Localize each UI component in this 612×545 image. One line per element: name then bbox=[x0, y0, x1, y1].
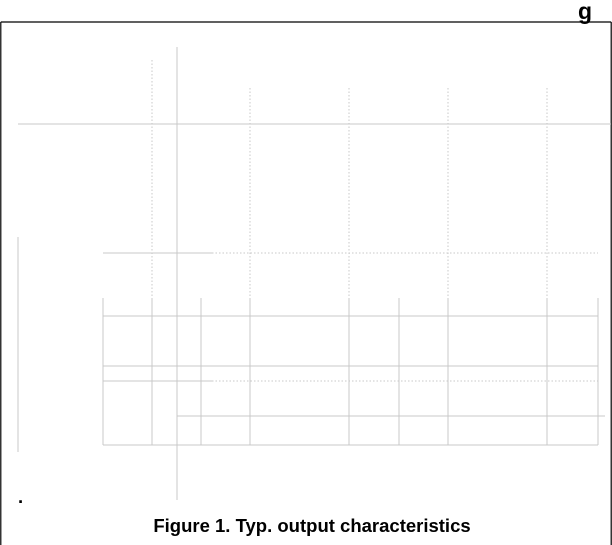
frame-border bbox=[0, 21, 612, 545]
stray-mark: . bbox=[18, 486, 23, 507]
dotted-gridlines bbox=[151, 60, 598, 382]
figure-caption: Figure 1. Typ. output characteristics bbox=[153, 515, 470, 536]
header-title-fragment: g bbox=[578, 0, 592, 24]
solid-gridlines bbox=[17, 47, 611, 500]
